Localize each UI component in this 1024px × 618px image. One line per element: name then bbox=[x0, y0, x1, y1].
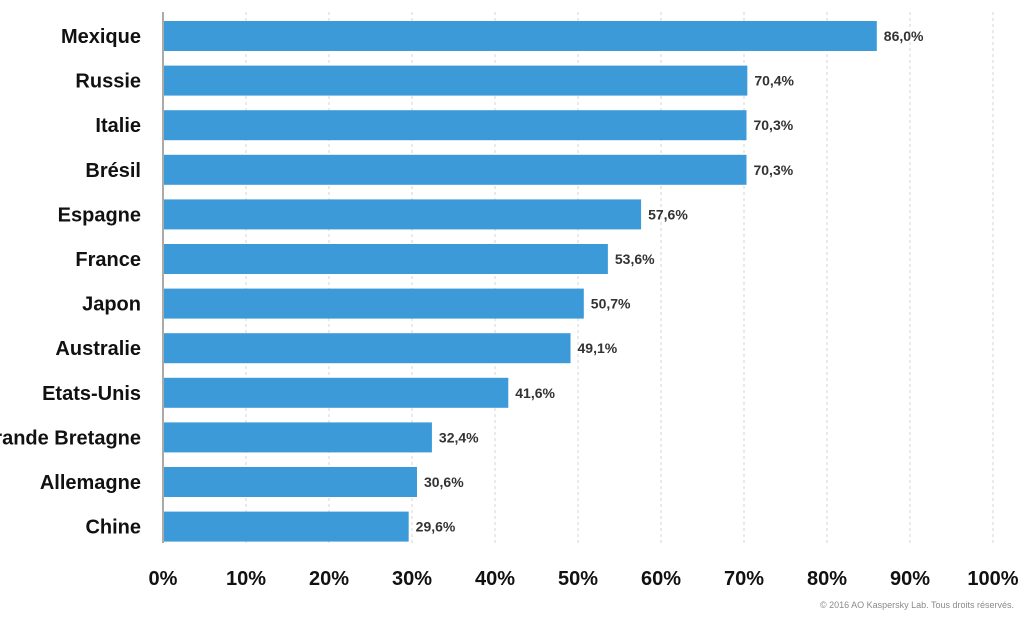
data-label: 70,3% bbox=[753, 117, 793, 133]
x-tick-label: 90% bbox=[890, 568, 930, 590]
bars bbox=[164, 21, 877, 542]
data-label: 50,7% bbox=[591, 296, 631, 312]
x-tick-label: 50% bbox=[558, 568, 598, 590]
data-label: 32,4% bbox=[439, 429, 479, 445]
category-label: Mexique bbox=[61, 26, 141, 48]
grid-lines bbox=[245, 12, 994, 543]
x-tick-label: 20% bbox=[309, 568, 349, 590]
category-label: Grande Bretagne bbox=[0, 427, 141, 449]
bar bbox=[164, 288, 584, 319]
bar bbox=[164, 244, 608, 274]
category-label: Australie bbox=[55, 338, 141, 360]
bar bbox=[164, 333, 571, 364]
category-label: Allemagne bbox=[40, 472, 141, 494]
data-label: 29,6% bbox=[416, 519, 456, 535]
category-label: Espagne bbox=[58, 204, 141, 226]
bar bbox=[164, 467, 417, 497]
bar bbox=[164, 65, 748, 96]
x-tick-label: 100% bbox=[967, 568, 1018, 590]
bar bbox=[164, 154, 747, 185]
x-tick-label: 60% bbox=[641, 568, 681, 590]
data-label: 70,3% bbox=[753, 162, 793, 178]
data-label: 49,1% bbox=[578, 340, 618, 356]
bar bbox=[164, 21, 877, 51]
bar bbox=[164, 511, 409, 542]
x-tick-label: 30% bbox=[392, 568, 432, 590]
x-tick-label: 0% bbox=[149, 568, 178, 590]
data-label: 53,6% bbox=[615, 251, 655, 267]
x-tick-label: 40% bbox=[475, 568, 515, 590]
data-label: 30,6% bbox=[424, 474, 464, 490]
category-labels: Mexique Russie Italie Brésil Espagne France Ja… bbox=[0, 26, 141, 539]
bar bbox=[164, 110, 747, 141]
x-tick-label: 80% bbox=[807, 568, 847, 590]
category-label: Italie bbox=[95, 115, 141, 137]
x-tick-label: 10% bbox=[226, 568, 266, 590]
data-label: 70,4% bbox=[754, 73, 794, 89]
category-label: Chine bbox=[85, 517, 141, 539]
bar bbox=[164, 199, 642, 230]
copyright-footer: © 2016 AO Kaspersky Lab. Tous droits rés… bbox=[819, 600, 1014, 610]
category-label: Japon bbox=[82, 294, 141, 316]
category-label: Russie bbox=[75, 71, 141, 93]
bar bbox=[164, 377, 509, 408]
bar bbox=[164, 422, 432, 453]
data-label: 86,0% bbox=[884, 28, 924, 44]
x-tick-label: 70% bbox=[724, 568, 764, 590]
category-label: France bbox=[75, 249, 141, 271]
data-label: 41,6% bbox=[515, 385, 555, 401]
category-label: Brésil bbox=[85, 160, 141, 182]
value-labels: 86,0% 70,4% 70,3% 70,3% 57,6% 53,6% 50,7% 49,1%… bbox=[416, 28, 924, 535]
data-label: 57,6% bbox=[648, 206, 688, 222]
category-label: Etats-Unis bbox=[42, 383, 141, 405]
x-tick-labels: 0% 10% 20% 30% 40% 50% 60% 70% 80% 90% 100% bbox=[149, 568, 1019, 590]
